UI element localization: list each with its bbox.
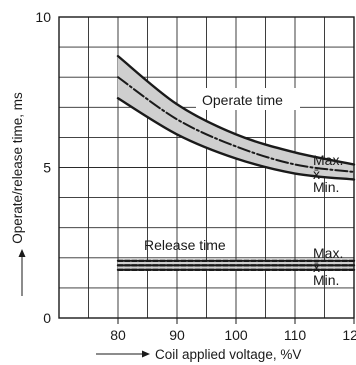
operate-min-label: Min. (313, 179, 339, 195)
y-tick-labels: 0 5 10 (35, 9, 51, 326)
y-axis-title-group: Operate/release time, ms (10, 92, 26, 296)
release-time-label: Release time (144, 237, 226, 253)
operate-max-label: Max. (313, 152, 343, 168)
series-lines (116, 54, 356, 272)
x-tick-marks (117, 318, 355, 324)
operate-mean-label: x̄ (313, 166, 320, 182)
operate-min-line (116, 97, 356, 181)
x-tick-label: 80 (110, 327, 126, 343)
operate-label-bg (196, 88, 300, 110)
x-axis-arrow-head (142, 350, 150, 358)
operate-mean-line (117, 76, 355, 174)
x-tick-label: 110 (284, 327, 307, 343)
plot-frame (58, 16, 355, 319)
release-min-label: Min. (313, 272, 339, 288)
operate-max-line (116, 54, 356, 166)
y-tick-label: 0 (43, 310, 51, 326)
release-mean-label: x̄ (313, 259, 320, 275)
x-tick-label: 90 (169, 327, 185, 343)
x-tick-label: 100 (224, 327, 248, 343)
x-axis-title: Coil applied voltage, %V (155, 347, 301, 362)
x-axis-title-group: Coil applied voltage, %V (96, 347, 301, 362)
x-tick-labels: 80 90 100 110 120 (110, 327, 356, 343)
operate-time-band (118, 56, 354, 180)
y-axis-title: Operate/release time, ms (10, 92, 25, 244)
x-tick-label: 120 (342, 327, 356, 343)
y-tick-label: 10 (35, 9, 51, 25)
operate-time-label: Operate time (202, 92, 283, 108)
y-axis-arrow-head (18, 249, 26, 257)
y-tick-label: 5 (43, 160, 51, 176)
release-max-label: Max. (313, 245, 343, 261)
